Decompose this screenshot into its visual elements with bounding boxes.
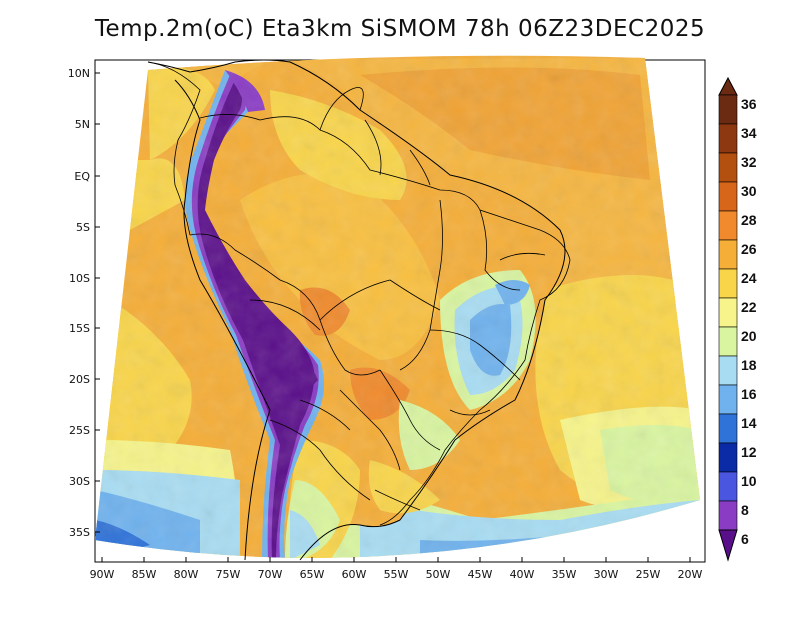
lon-label: 30W (594, 568, 619, 581)
colorbar-swatch (718, 500, 738, 531)
lon-label: 70W (258, 568, 283, 581)
colorbar-label: 10 (741, 473, 757, 489)
lon-label: 20W (678, 568, 703, 581)
colorbar-swatch (718, 297, 738, 328)
latitude-labels: 10N 5N EQ 5S 10S 15S 20S 25S 30S 35S (68, 67, 91, 539)
colorbar-swatch (718, 123, 738, 154)
temperature-field (95, 55, 700, 558)
colorbar-swatch (718, 442, 738, 473)
colorbar-swatch (718, 471, 738, 502)
lon-label: 60W (342, 568, 367, 581)
colorbar-swatch (718, 355, 738, 386)
colorbar-arrow-down-icon (718, 529, 738, 562)
colorbar-labels: 36 34 32 30 28 26 24 22 20 18 16 14 12 1… (741, 96, 757, 547)
colorbar-label: 18 (741, 357, 757, 373)
lat-label: 10N (68, 67, 90, 80)
colorbar-label: 22 (741, 299, 757, 315)
colorbar-label: 8 (741, 502, 749, 518)
colorbar-label: 34 (741, 125, 757, 141)
lat-label: 25S (69, 424, 90, 437)
lon-label: 85W (132, 568, 157, 581)
colorbar-label: 32 (741, 154, 757, 170)
lon-label: 45W (468, 568, 493, 581)
lat-label: 30S (69, 475, 90, 488)
colorbar-swatch (718, 384, 738, 415)
lat-label: 20S (69, 373, 90, 386)
lon-label: 50W (426, 568, 451, 581)
lon-label: 40W (510, 568, 535, 581)
lon-label: 80W (174, 568, 199, 581)
colorbar-swatch (718, 326, 738, 357)
longitude-axis (101, 557, 691, 562)
lat-label: EQ (74, 170, 90, 183)
lon-label: 75W (216, 568, 241, 581)
lat-label: 10S (69, 272, 90, 285)
colorbar-swatch (718, 268, 738, 299)
latitude-axis (95, 72, 100, 533)
lat-label: 15S (69, 322, 90, 335)
colorbar-swatch (718, 152, 738, 183)
colorbar-arrow-up-icon (718, 76, 738, 96)
colorbar-label: 14 (741, 415, 757, 431)
country-borders (147, 61, 571, 526)
lon-label: 90W (90, 568, 115, 581)
colorbar-swatch (718, 239, 738, 270)
map-title: Temp.2m(oC) Eta3km SiSMOM 78h 06Z23DEC20… (94, 16, 706, 42)
colorbar-label: 36 (741, 96, 757, 112)
colorbar-label: 28 (741, 212, 757, 228)
lon-label: 55W (384, 568, 409, 581)
colorbar-label: 20 (741, 328, 757, 344)
colorbar-label: 24 (741, 270, 757, 286)
colorbar-boxes (718, 76, 738, 562)
lat-label: 35S (69, 526, 90, 539)
colorbar-label: 12 (741, 444, 757, 460)
longitude-labels: 90W 85W 80W 75W 70W 65W 60W 55W 50W 45W … (90, 568, 703, 581)
lat-label: 5S (76, 221, 90, 234)
colorbar-label: 26 (741, 241, 757, 257)
colorbar-swatch (718, 413, 738, 444)
lat-label: 5N (75, 118, 90, 131)
lon-label: 35W (552, 568, 577, 581)
coastline (147, 59, 566, 561)
lon-label: 25W (636, 568, 661, 581)
colorbar-label: 30 (741, 183, 757, 199)
lon-label: 65W (300, 568, 325, 581)
colorbar-swatch (718, 94, 738, 125)
colorbar-swatch (718, 210, 738, 241)
colorbar-swatch (718, 181, 738, 212)
colorbar-label: 16 (741, 386, 757, 402)
colorbar-label: 6 (741, 531, 749, 547)
